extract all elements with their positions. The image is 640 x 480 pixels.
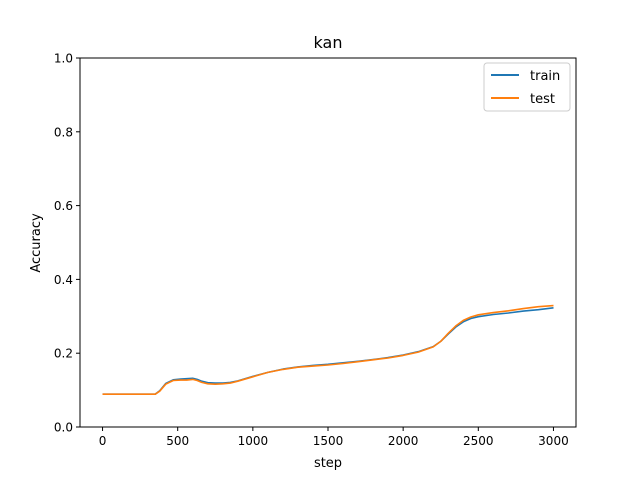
x-tick-label: 3000: [538, 434, 569, 448]
x-tick-label: 2000: [388, 434, 419, 448]
y-tick-label: 0.2: [54, 347, 73, 361]
legend: train test: [483, 62, 571, 112]
series-line-test: [102, 304, 554, 396]
x-tick-label: 500: [166, 434, 189, 448]
y-tick-label: 0.4: [54, 273, 73, 287]
y-tick-label: 0.6: [54, 199, 73, 213]
x-tick-label: 2500: [463, 434, 494, 448]
x-tick-label: 0: [99, 434, 107, 448]
x-axis-label: step: [314, 456, 342, 471]
chart-title: kan: [314, 33, 343, 52]
legend-test-label: test: [530, 92, 555, 107]
y-tick-label: 0.8: [54, 125, 73, 139]
x-tick-label: 1000: [238, 434, 269, 448]
y-axis-label: Accuracy: [29, 213, 44, 273]
ticks-layer: 0 500 1000 1500 2000 2500 3000 0.0 0.2 0.4 0.6 0.8 1…: [54, 52, 569, 449]
legend-train-label: train: [530, 69, 560, 84]
plot-frame: [79, 57, 577, 428]
series-layer: [102, 304, 554, 396]
x-tick-label: 1500: [313, 434, 344, 448]
y-tick-label: 1.0: [54, 52, 73, 66]
y-tick-label: 0.0: [54, 421, 73, 435]
